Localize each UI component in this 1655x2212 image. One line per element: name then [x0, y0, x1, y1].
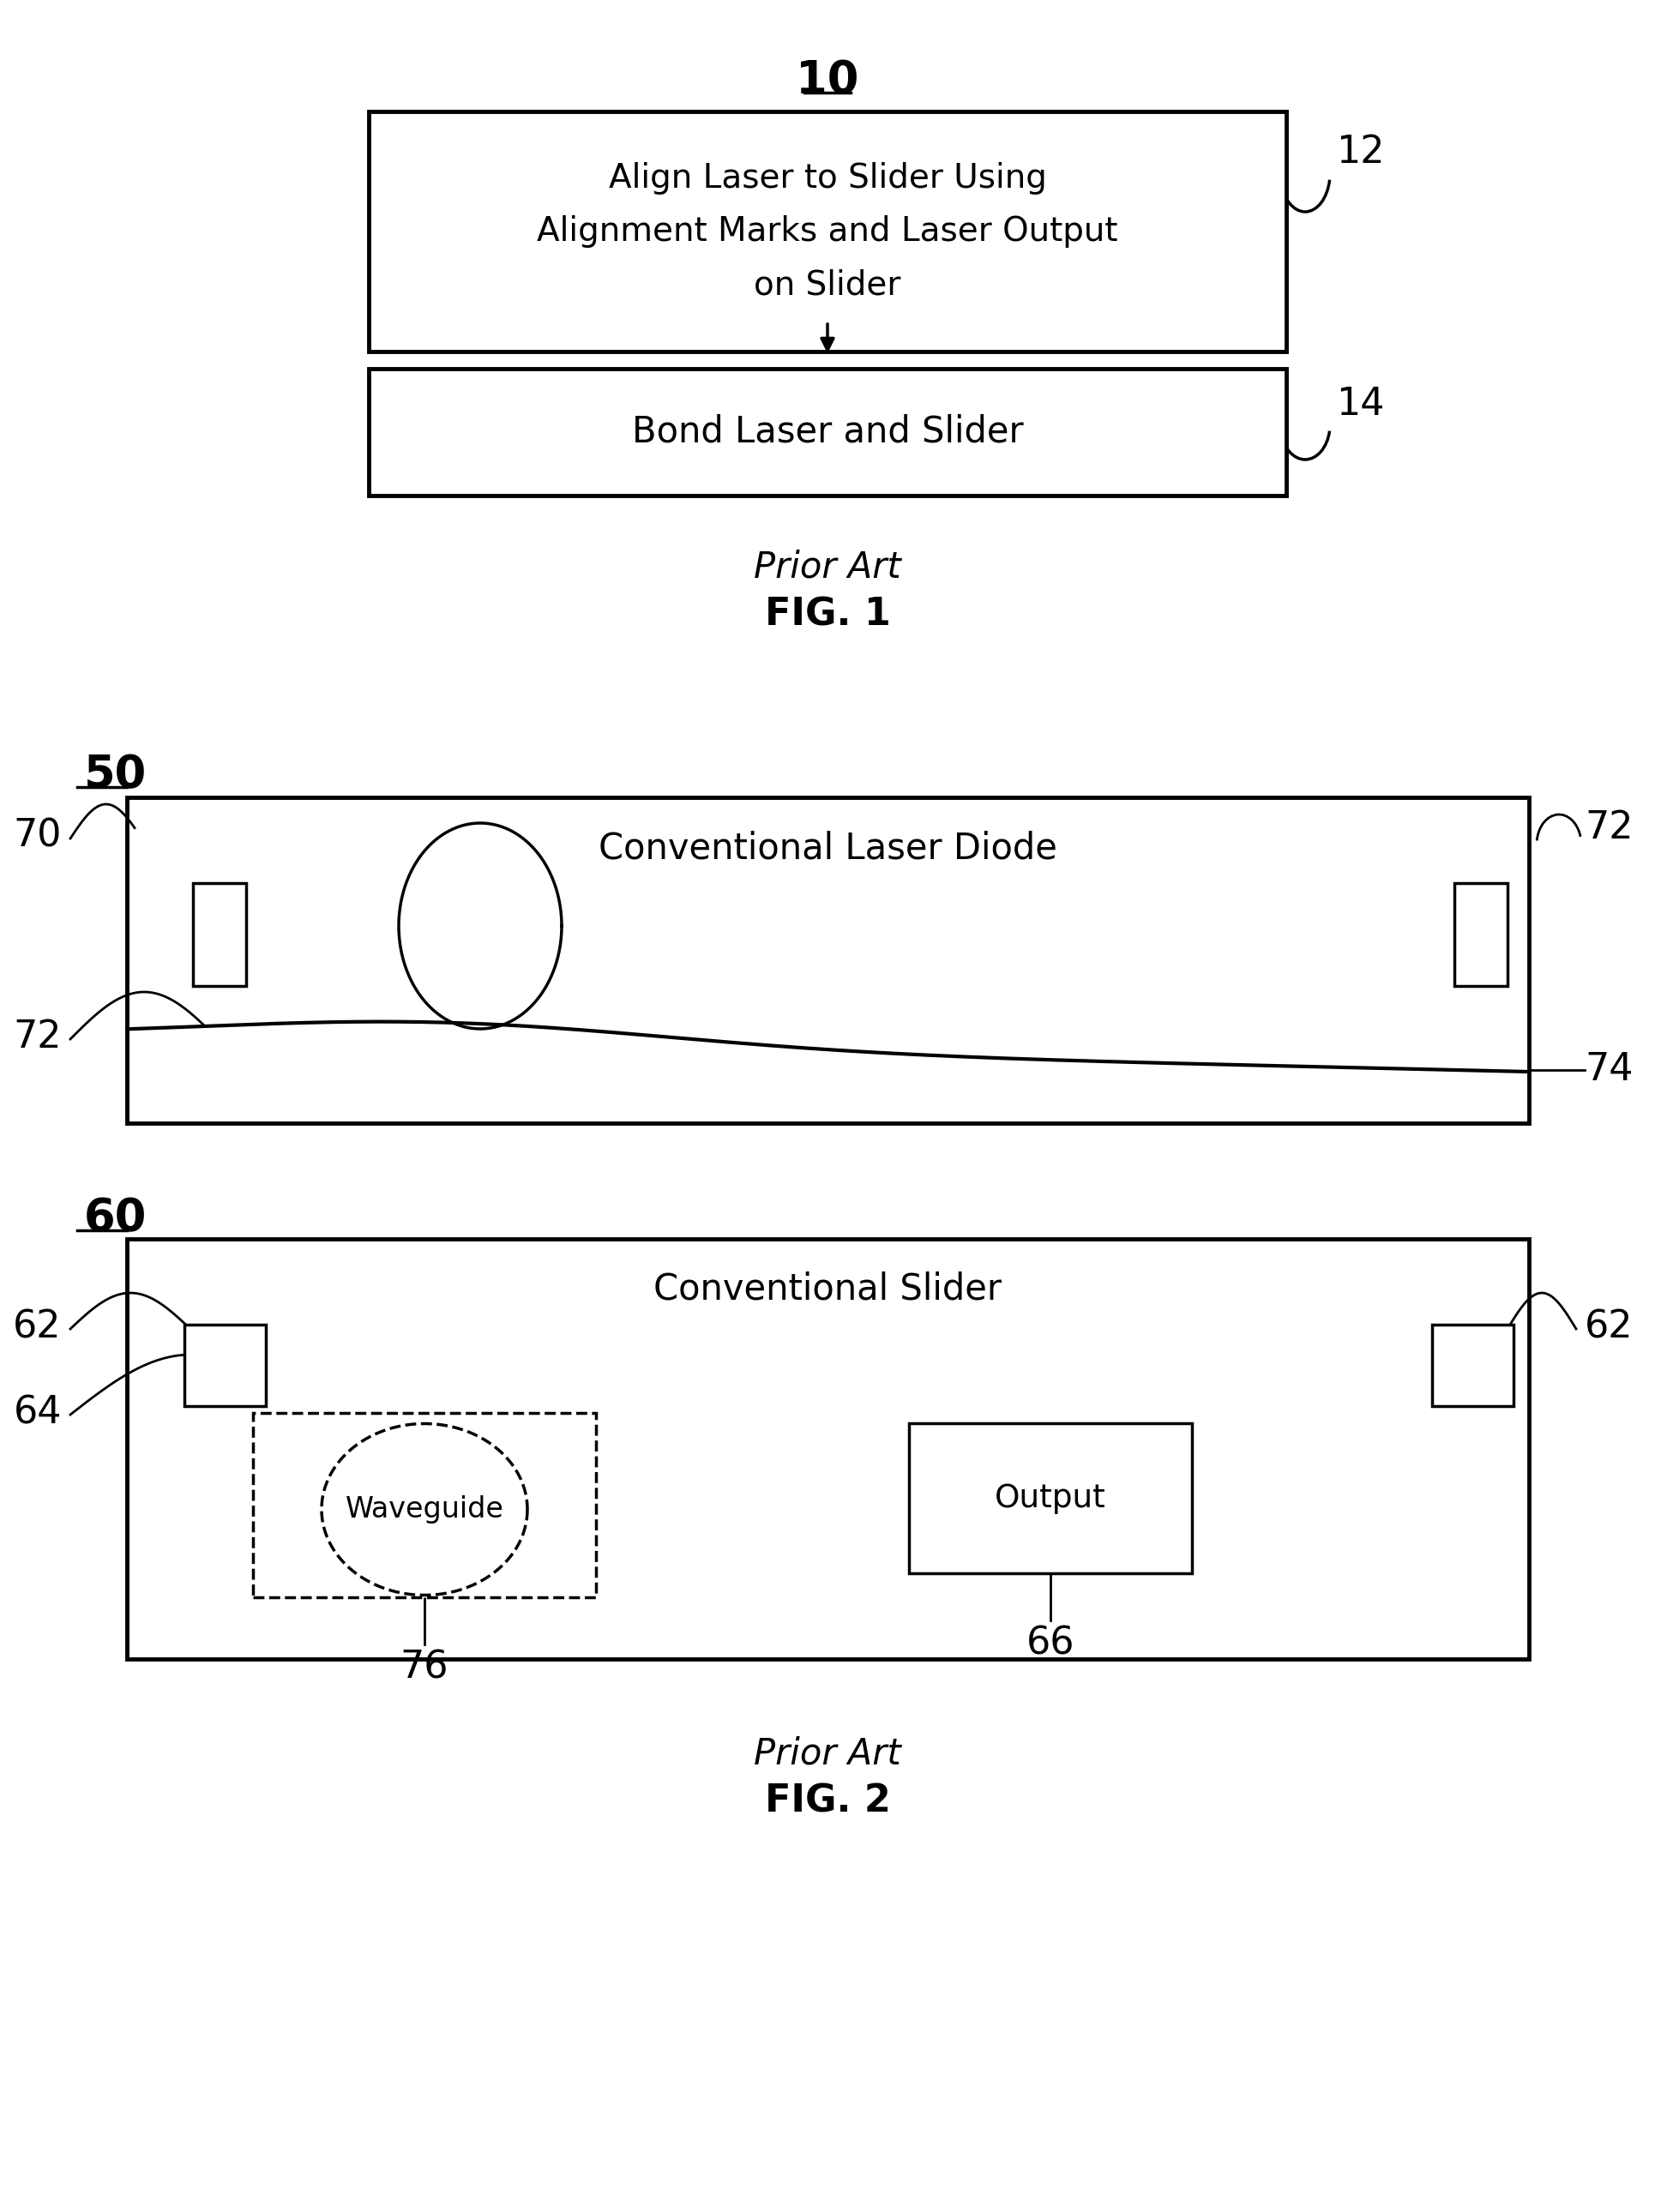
Text: 50: 50 — [84, 752, 147, 796]
Text: 72: 72 — [1585, 810, 1633, 845]
Text: 70: 70 — [13, 818, 61, 854]
Text: 72: 72 — [13, 1020, 61, 1055]
Bar — [909, 1422, 1192, 1573]
Text: Align Laser to Slider Using
Alignment Marks and Laser Output
on Slider: Align Laser to Slider Using Alignment Ma… — [536, 161, 1119, 301]
Text: 66: 66 — [1026, 1624, 1074, 1661]
Bar — [369, 111, 1286, 352]
Text: Output: Output — [995, 1482, 1106, 1513]
Bar — [369, 369, 1286, 495]
Text: 60: 60 — [84, 1197, 147, 1241]
Text: 10: 10 — [796, 58, 859, 104]
Text: 74: 74 — [1585, 1051, 1633, 1088]
Text: Waveguide: Waveguide — [346, 1495, 503, 1524]
Text: 76: 76 — [401, 1648, 449, 1686]
Text: Prior Art: Prior Art — [755, 1736, 900, 1772]
Text: 14: 14 — [1336, 387, 1385, 422]
Bar — [127, 796, 1529, 1124]
Bar — [1455, 883, 1508, 987]
Text: 64: 64 — [13, 1394, 61, 1431]
Text: Prior Art: Prior Art — [755, 549, 900, 584]
Bar — [184, 1325, 266, 1407]
Text: Conventional Slider: Conventional Slider — [654, 1270, 1001, 1307]
Text: FIG. 2: FIG. 2 — [765, 1783, 890, 1820]
Text: FIG. 1: FIG. 1 — [765, 595, 890, 633]
Bar — [1432, 1325, 1514, 1407]
Bar — [127, 1239, 1529, 1659]
Bar — [253, 1413, 596, 1597]
Text: 62: 62 — [1585, 1310, 1633, 1345]
Text: 62: 62 — [13, 1310, 61, 1345]
Text: 12: 12 — [1336, 135, 1385, 170]
Bar — [194, 883, 247, 987]
Text: Bond Laser and Slider: Bond Laser and Slider — [632, 414, 1023, 449]
Text: Conventional Laser Diode: Conventional Laser Diode — [599, 832, 1058, 867]
